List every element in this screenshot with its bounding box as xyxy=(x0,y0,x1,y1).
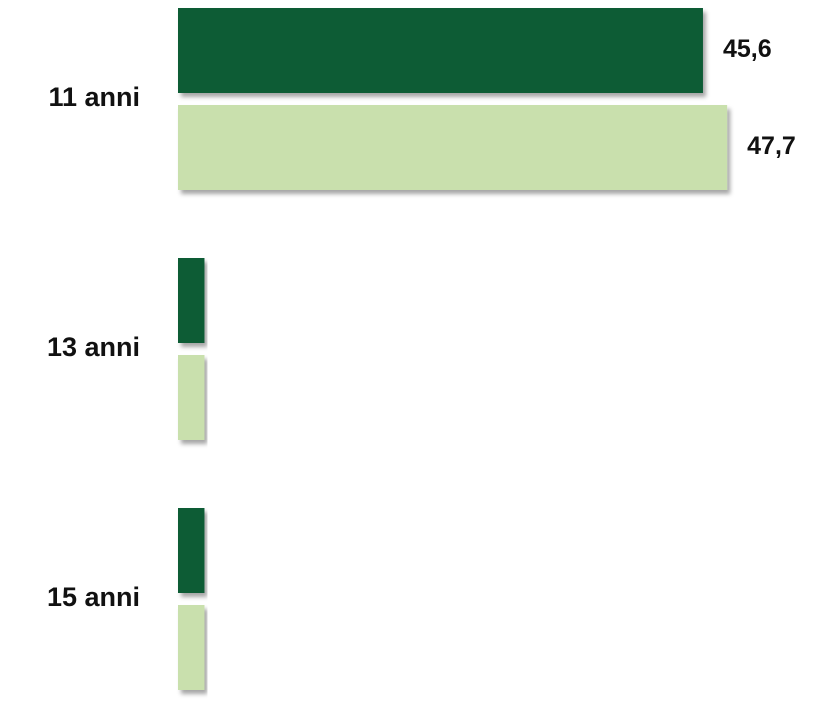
bar xyxy=(178,605,205,690)
value-label: 47,7 xyxy=(747,132,796,160)
value-label: 45,6 xyxy=(723,35,772,63)
category-label: 15 anni xyxy=(47,582,140,612)
bar xyxy=(178,258,205,343)
bar xyxy=(178,355,205,440)
bar xyxy=(178,508,205,593)
bar xyxy=(178,105,728,190)
bar xyxy=(178,8,703,93)
category-label: 11 anni xyxy=(48,82,140,112)
category-label: 13 anni xyxy=(47,332,140,362)
